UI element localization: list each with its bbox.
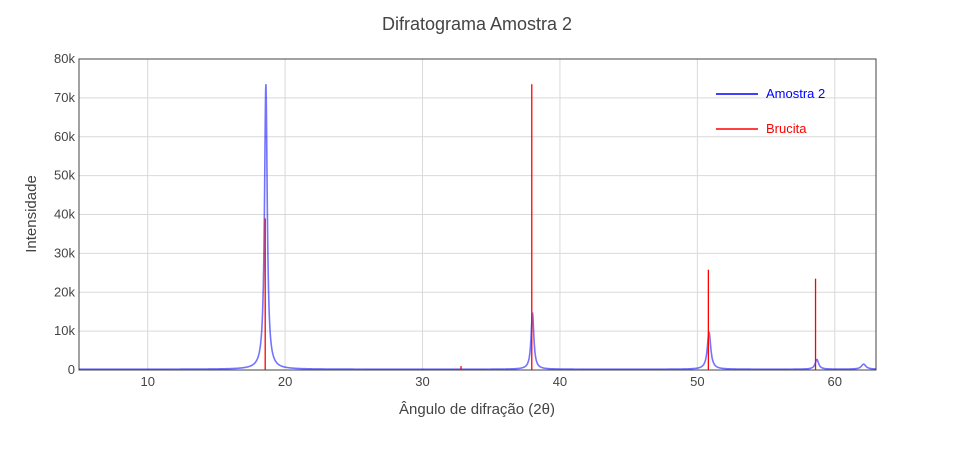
x-tick-label: 50 bbox=[690, 374, 704, 389]
x-axis-title: Ângulo de difração (2θ) bbox=[399, 401, 555, 418]
legend[interactable]: Amostra 2 Brucita bbox=[716, 86, 825, 136]
series-layer bbox=[79, 84, 877, 371]
y-tick-label: 40k bbox=[54, 207, 75, 222]
y-tick-label: 70k bbox=[54, 90, 75, 105]
grid bbox=[79, 58, 876, 371]
y-tick-label: 50k bbox=[54, 168, 75, 183]
y-tick-label: 10k bbox=[54, 323, 75, 338]
y-tick-label: 80k bbox=[54, 51, 75, 66]
y-tick-label: 30k bbox=[54, 245, 75, 260]
legend-entry-label: Amostra 2 bbox=[766, 86, 825, 101]
x-tick-label: 20 bbox=[278, 374, 292, 389]
x-tick-label: 30 bbox=[415, 374, 429, 389]
y-axis-title: Intensidade bbox=[23, 175, 40, 253]
x-tick-label: 60 bbox=[828, 374, 842, 389]
y-tick-label: 0 bbox=[68, 362, 75, 377]
y-tick-label: 60k bbox=[54, 129, 75, 144]
plot-frame bbox=[78, 58, 877, 371]
chart-title: Difratograma Amostra 2 bbox=[382, 14, 572, 34]
legend-entry-label: Brucita bbox=[766, 121, 807, 136]
x-tick-label: 40 bbox=[553, 374, 567, 389]
x-tick-label: 10 bbox=[140, 374, 154, 389]
series-line-amostra-2 bbox=[79, 84, 877, 371]
y-tick-label: 20k bbox=[54, 284, 75, 299]
tick-labels: 10 20 30 40 50 60 0 10k 20k 30k 40k 50k 60k 70k 80k bbox=[54, 51, 842, 389]
